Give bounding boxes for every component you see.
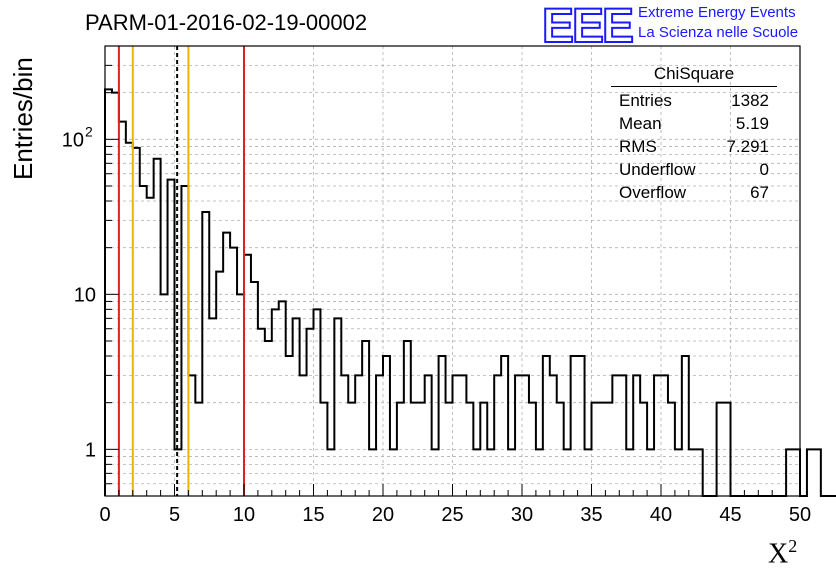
x-tick-label: 15: [302, 504, 324, 526]
y-tick-label: 10: [62, 129, 84, 151]
stats-label: Mean: [619, 114, 662, 133]
x-tick-label: 50: [789, 504, 811, 526]
stats-value: 7.291: [726, 137, 769, 156]
y-tick-label: 1: [85, 439, 96, 461]
stats-label: RMS: [619, 137, 657, 156]
x-tick-label: 10: [233, 504, 255, 526]
x-axis-label-base: X: [768, 538, 789, 570]
x-axis-label-sup: 2: [788, 536, 798, 556]
stats-value: 0: [759, 160, 769, 179]
stats-box: ChiSquare Entries 1382 Mean 5.19 RMS 7.2…: [611, 64, 777, 204]
x-tick-label: 20: [372, 504, 394, 526]
stats-value: 67: [750, 183, 769, 202]
y-tick-label: 10: [74, 284, 96, 306]
eee-logo: EEE: [542, 2, 635, 46]
y-axis-label: Entries/bin: [8, 57, 38, 180]
stats-row: Overflow 67: [611, 181, 777, 204]
stats-value: 5.19: [735, 114, 769, 133]
chart-title: PARM-01-2016-02-19-00002: [85, 10, 368, 35]
stats-label: Underflow: [619, 160, 696, 179]
x-tick-label: 40: [650, 504, 672, 526]
eee-logo-mark: EEE: [542, 2, 634, 46]
x-tick-label: 25: [441, 504, 463, 526]
y-tick-label-exponent: 2: [85, 123, 93, 139]
stats-label: Entries: [619, 91, 672, 110]
logo-line-1: Extreme Energy Events: [638, 4, 796, 21]
grid-lines: [105, 46, 800, 496]
x-axis-label: X2: [768, 536, 797, 570]
x-tick-label: 5: [169, 504, 180, 526]
stats-value: 1382: [731, 91, 769, 110]
x-axis-ticks: 0 5 10 15 20 25 30 35 40 45 50: [99, 484, 811, 526]
stats-box-title: ChiSquare: [611, 64, 777, 87]
stats-row: RMS 7.291: [611, 135, 777, 158]
stats-row: Underflow 0: [611, 158, 777, 181]
x-tick-label: 35: [580, 504, 602, 526]
stats-label: Overflow: [619, 183, 687, 202]
x-tick-label: 45: [719, 504, 741, 526]
x-tick-label: 30: [511, 504, 533, 526]
logo-line-2: La Scienza nelle Scuole: [638, 24, 799, 41]
x-tick-label: 0: [99, 504, 110, 526]
reference-lines: [117, 46, 245, 496]
stats-row: Mean 5.19: [611, 112, 777, 135]
stats-row: Entries 1382: [611, 89, 777, 112]
